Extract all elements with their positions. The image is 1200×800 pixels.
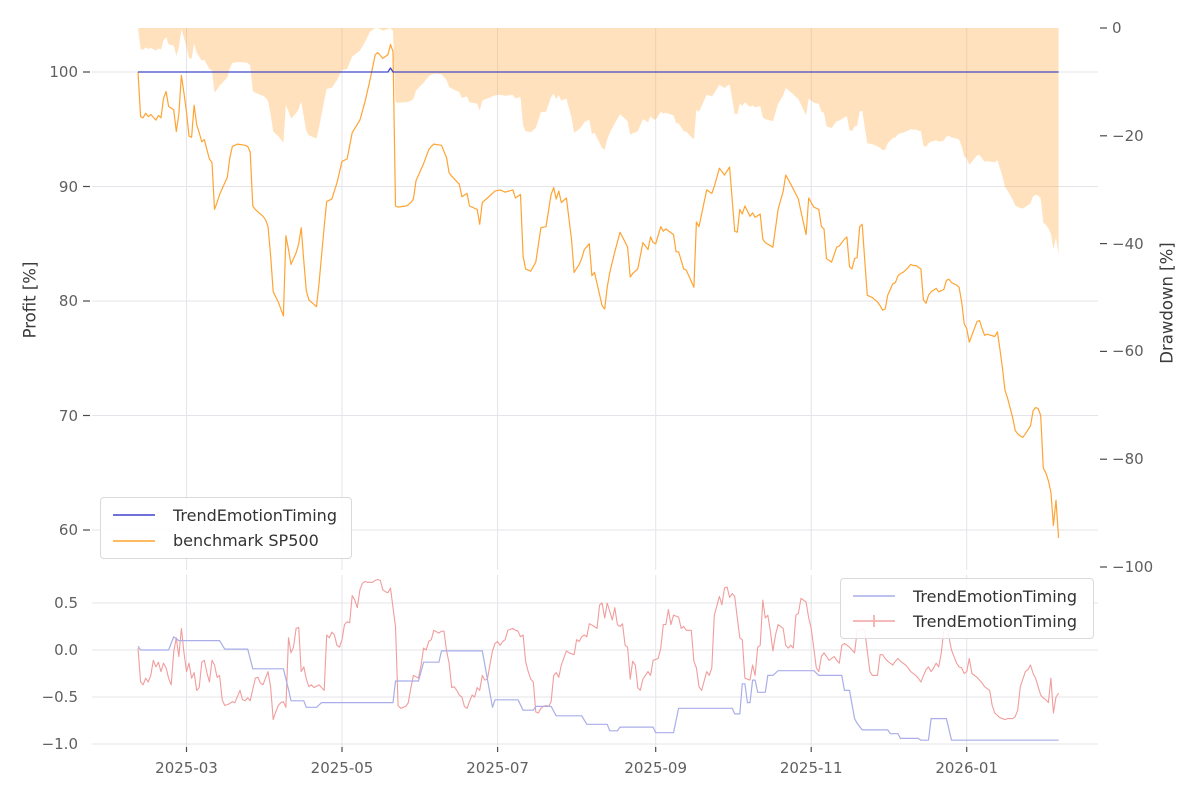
legend-entry-benchmark: benchmark SP500 <box>111 531 339 552</box>
y2-axis-label-drawdown: Drawdown [%] <box>1157 242 1177 364</box>
legend-entry-strategy: TrendEmotionTiming <box>111 505 339 526</box>
line-swatch-orange-icon <box>113 539 155 542</box>
legend-bottom: TrendEmotionTiming TrendEmotionTiming <box>840 578 1094 639</box>
legend-label-benchmark: benchmark SP500 <box>173 531 319 551</box>
legend-entry-signal-red: TrendEmotionTiming <box>851 611 1081 631</box>
signal-blue-line <box>137 636 1059 741</box>
line-swatch-lightblue-icon <box>853 595 895 597</box>
y-axis-label-profit: Profit [%] <box>20 261 40 339</box>
legend-label-signal-red: TrendEmotionTiming <box>913 611 1077 631</box>
signal-red-line <box>137 578 1060 721</box>
legend-label-signal-blue: TrendEmotionTiming <box>913 586 1077 606</box>
line-plus-swatch-red-icon <box>853 615 895 627</box>
legend-top: TrendEmotionTiming benchmark SP500 <box>100 497 352 559</box>
drawdown-area <box>138 28 1059 255</box>
legend-label-strategy: TrendEmotionTiming <box>173 505 337 525</box>
line-swatch-blue-icon <box>113 514 155 517</box>
benchmark-sp500-line <box>137 43 1060 539</box>
trend-emotion-timing-line <box>138 67 1059 73</box>
legend-entry-signal-blue: TrendEmotionTiming <box>851 586 1081 606</box>
